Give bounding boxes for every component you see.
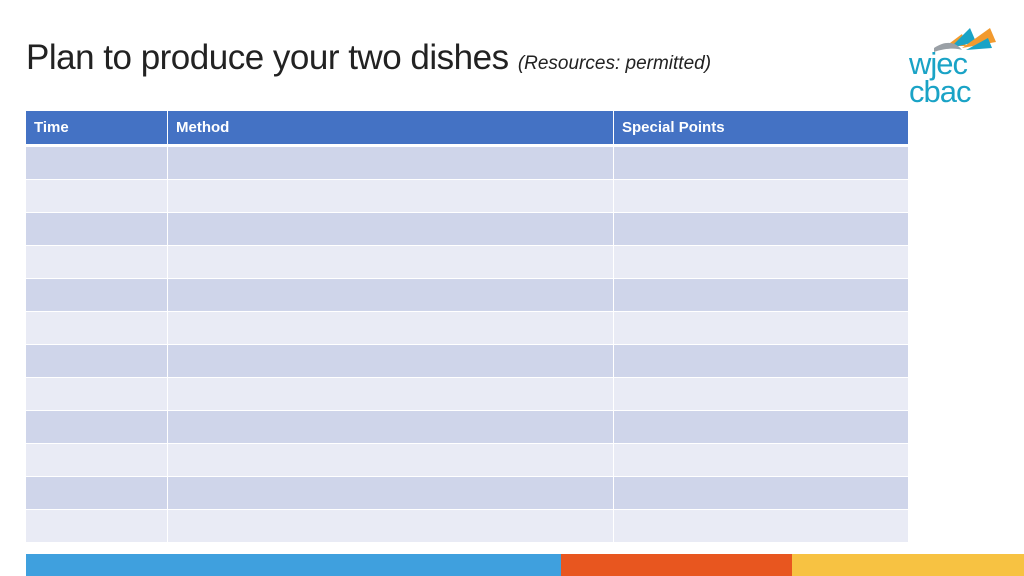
header-method: Method [168,111,614,147]
special-points-cell[interactable] [614,378,909,411]
time-cell[interactable] [26,411,168,444]
footer-bar-yellow [792,554,1024,576]
table-row [26,411,909,444]
time-cell[interactable] [26,312,168,345]
special-points-cell[interactable] [614,279,909,312]
method-cell[interactable] [168,213,614,246]
special-points-cell[interactable] [614,246,909,279]
time-cell[interactable] [26,180,168,213]
method-cell[interactable] [168,147,614,180]
special-points-cell[interactable] [614,345,909,378]
method-cell[interactable] [168,510,614,543]
header-time: Time [26,111,168,147]
time-cell[interactable] [26,279,168,312]
special-points-cell[interactable] [614,477,909,510]
wjec-logo-icon [934,28,996,52]
table-row [26,477,909,510]
table-header-row: Time Method Special Points [26,111,909,147]
special-points-cell[interactable] [614,411,909,444]
time-cell[interactable] [26,147,168,180]
logo-line-2: cbac [909,74,971,109]
table-row [26,510,909,543]
table-row [26,246,909,279]
special-points-cell[interactable] [614,147,909,180]
method-cell[interactable] [168,279,614,312]
table-row [26,279,909,312]
footer-bar-orange [561,554,792,576]
method-cell[interactable] [168,345,614,378]
special-points-cell[interactable] [614,213,909,246]
plan-table: Time Method Special Points [26,111,909,543]
method-cell[interactable] [168,444,614,477]
table-row [26,312,909,345]
time-cell[interactable] [26,510,168,543]
table-row [26,147,909,180]
special-points-cell[interactable] [614,180,909,213]
table-row [26,378,909,411]
method-cell[interactable] [168,246,614,279]
method-cell[interactable] [168,411,614,444]
method-cell[interactable] [168,378,614,411]
special-points-cell[interactable] [614,312,909,345]
method-cell[interactable] [168,180,614,213]
footer-bar-blue [26,554,561,576]
logo-wordmark: wjec cbac [909,46,1001,109]
time-cell[interactable] [26,246,168,279]
table-row [26,213,909,246]
special-points-cell[interactable] [614,510,909,543]
time-cell[interactable] [26,477,168,510]
logo-line-1: wjec [909,46,968,81]
table-row [26,444,909,477]
time-cell[interactable] [26,213,168,246]
method-cell[interactable] [168,477,614,510]
time-cell[interactable] [26,345,168,378]
title-text: Plan to produce your two dishes [26,38,509,77]
table-body [26,147,909,543]
time-cell[interactable] [26,444,168,477]
header-special-points: Special Points [614,111,909,147]
time-cell[interactable] [26,378,168,411]
slide-title: Plan to produce your two dishes (Resourc… [26,38,711,78]
title-subtitle: (Resources: permitted) [517,53,712,74]
table-row [26,180,909,213]
method-cell[interactable] [168,312,614,345]
table-row [26,345,909,378]
special-points-cell[interactable] [614,444,909,477]
